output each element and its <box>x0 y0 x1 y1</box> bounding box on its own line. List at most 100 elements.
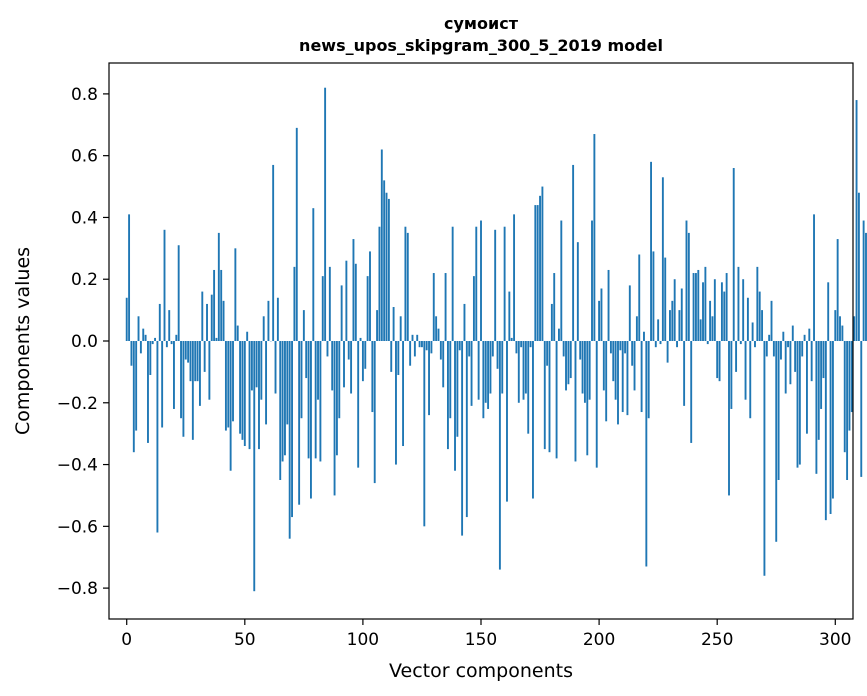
bar-component-225 <box>657 319 660 341</box>
bar-component-298 <box>829 341 832 514</box>
bar-component-17 <box>165 341 168 348</box>
y-tick-label: −0.2 <box>57 394 98 414</box>
bar-component-23 <box>180 341 182 419</box>
bar-component-236 <box>683 341 686 406</box>
bar-component-284 <box>796 341 799 468</box>
x-tick-label: 100 <box>347 630 379 650</box>
bar-component-36 <box>210 294 213 341</box>
bar-component-96 <box>352 239 355 341</box>
bar-component-13 <box>156 341 159 533</box>
bar-component-119 <box>406 232 409 341</box>
bar-component-142 <box>461 341 464 536</box>
bar-component-146 <box>470 341 473 406</box>
bar-component-280 <box>787 341 789 348</box>
bar-component-233 <box>676 341 678 348</box>
bar-component-249 <box>713 279 716 341</box>
bar-component-107 <box>378 226 381 341</box>
bar-component-32 <box>201 291 204 341</box>
bar-component-285 <box>798 341 801 465</box>
x-tick-label: 250 <box>701 630 733 650</box>
bar-component-235 <box>680 288 683 341</box>
bar-component-183 <box>558 328 560 341</box>
bar-component-173 <box>534 205 537 341</box>
bar-component-230 <box>669 310 671 341</box>
bar-component-158 <box>498 341 501 570</box>
bar-component-87 <box>331 341 334 391</box>
bar-component-286 <box>801 341 804 357</box>
bar-component-172 <box>532 341 534 499</box>
bar-component-257 <box>732 168 735 341</box>
bar-component-105 <box>373 341 376 484</box>
bar-component-7 <box>142 328 145 341</box>
bar-component-193 <box>581 341 584 394</box>
bar-component-67 <box>284 341 286 456</box>
bar-component-220 <box>645 341 648 567</box>
bar-component-26 <box>187 341 190 363</box>
bar-component-155 <box>491 341 494 357</box>
bar-component-92 <box>343 341 345 388</box>
bar-component-196 <box>588 341 591 400</box>
bar-component-241 <box>694 273 697 341</box>
bar-component-141 <box>458 341 461 351</box>
bar-component-287 <box>803 334 806 341</box>
bar-component-291 <box>813 214 815 341</box>
bar-component-111 <box>387 198 390 341</box>
y-tick-label: 0.2 <box>71 270 98 290</box>
bar-component-251 <box>718 341 721 382</box>
bar-component-171 <box>529 341 532 348</box>
bar-component-187 <box>567 341 570 385</box>
bar-component-39 <box>217 232 220 341</box>
bar-component-174 <box>536 205 539 341</box>
bar-component-80 <box>314 341 317 459</box>
bar-component-12 <box>154 337 156 341</box>
bar-component-45 <box>232 341 234 422</box>
bar-component-122 <box>413 341 416 357</box>
bar-component-57 <box>260 341 263 400</box>
bar-component-121 <box>411 334 414 341</box>
bar-component-269 <box>761 310 764 341</box>
bar-component-11 <box>151 341 154 345</box>
bar-component-240 <box>692 273 695 341</box>
bar-component-163 <box>510 337 513 341</box>
bar-component-265 <box>751 322 754 341</box>
bar-component-190 <box>574 341 577 462</box>
bar-component-35 <box>208 341 211 400</box>
bar-component-38 <box>215 337 218 341</box>
bar-component-179 <box>548 341 551 453</box>
bar-component-77 <box>307 341 310 459</box>
bar-component-116 <box>399 316 402 341</box>
x-tick-label: 200 <box>583 630 615 650</box>
bar-component-83 <box>321 276 324 341</box>
bar-component-63 <box>274 341 277 394</box>
bar-component-37 <box>213 269 216 341</box>
bar-component-118 <box>404 226 407 341</box>
bar-component-226 <box>659 341 662 345</box>
bar-component-129 <box>430 341 433 354</box>
bar-component-273 <box>770 300 773 341</box>
bar-component-69 <box>288 341 291 539</box>
bar-component-271 <box>765 341 768 357</box>
y-axis-ticks: −0.8 −0.6 −0.4 −0.2 0.0 0.2 0.4 0.6 0.8 <box>57 85 109 599</box>
y-axis-label: Components values <box>12 247 34 435</box>
bar-component-143 <box>463 303 466 341</box>
bar-component-306 <box>848 341 851 431</box>
bar-component-8 <box>144 334 147 341</box>
bar-component-33 <box>203 341 206 372</box>
x-axis-label: Vector components <box>389 660 573 682</box>
bar-component-123 <box>416 334 419 341</box>
bar-component-305 <box>846 341 849 480</box>
bar-component-276 <box>777 341 780 480</box>
bar-component-152 <box>484 341 487 403</box>
bar-component-177 <box>543 341 546 450</box>
bar-component-304 <box>843 341 846 453</box>
bar-component-72 <box>295 127 298 342</box>
bar-component-215 <box>633 341 636 391</box>
bar-component-282 <box>791 325 794 341</box>
bar-component-209 <box>619 341 622 351</box>
bar-component-124 <box>418 341 421 348</box>
bar-component-153 <box>487 341 490 409</box>
bar-component-1 <box>128 214 131 341</box>
y-tick-label: 0.4 <box>71 208 98 228</box>
bar-component-102 <box>366 276 369 341</box>
